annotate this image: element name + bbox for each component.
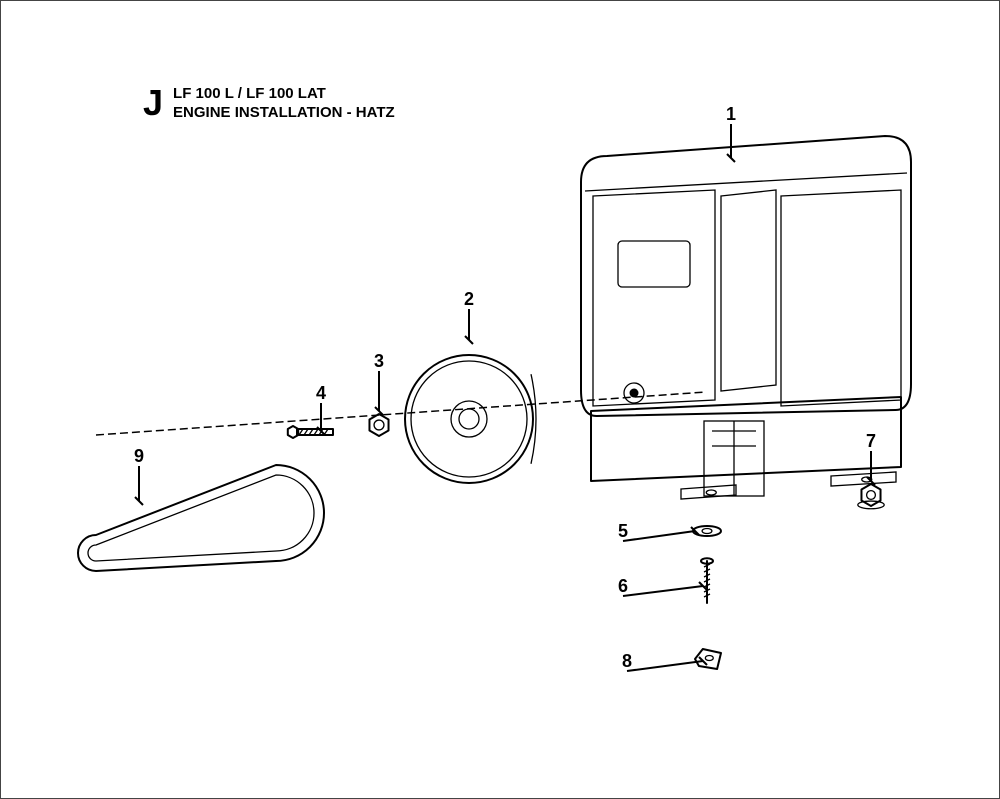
leader-5 [623, 531, 695, 541]
callout-9: 9 [134, 446, 144, 466]
leader-8 [627, 661, 703, 671]
leader-tick-3 [375, 407, 383, 415]
callout-8: 8 [622, 651, 632, 671]
callout-6: 6 [618, 576, 628, 596]
part-8-fastener [695, 649, 721, 669]
callout-1: 1 [726, 104, 736, 124]
title-line2: ENGINE INSTALLATION - HATZ [173, 104, 395, 121]
part-4-bolt [288, 426, 333, 438]
leader-tick-2 [465, 336, 473, 344]
leader-tick-7 [867, 477, 875, 485]
leader-tick-1 [727, 154, 735, 162]
leader-tick-8 [699, 657, 707, 665]
part-3-nut [369, 414, 388, 436]
title-text: LF 100 L / LF 100 LAT ENGINE INSTALLATIO… [173, 85, 395, 123]
leader-6 [623, 586, 703, 596]
diagram-stage: J LF 100 L / LF 100 LAT ENGINE INSTALLAT… [0, 0, 1000, 799]
callout-4: 4 [316, 383, 326, 403]
callout-5: 5 [618, 521, 628, 541]
leader-tick-4 [317, 427, 325, 435]
part-9-vbelt [78, 465, 324, 571]
leader-tick-9 [135, 497, 143, 505]
part-7-flange-nut [858, 484, 884, 509]
leader-tick-6 [699, 582, 707, 590]
callout-7: 7 [866, 431, 876, 451]
assembly-centerline [96, 392, 706, 435]
callout-3: 3 [374, 351, 384, 371]
part-5-washer [693, 526, 721, 536]
callout-2: 2 [464, 289, 474, 309]
title-block: J LF 100 L / LF 100 LAT ENGINE INSTALLAT… [143, 85, 395, 123]
part-1-engine [581, 136, 911, 499]
section-letter: J [143, 85, 163, 121]
leader-tick-5 [691, 527, 699, 535]
title-line1: LF 100 L / LF 100 LAT [173, 85, 326, 102]
part-2-pulley [405, 355, 536, 483]
part-6-screw [701, 558, 713, 603]
